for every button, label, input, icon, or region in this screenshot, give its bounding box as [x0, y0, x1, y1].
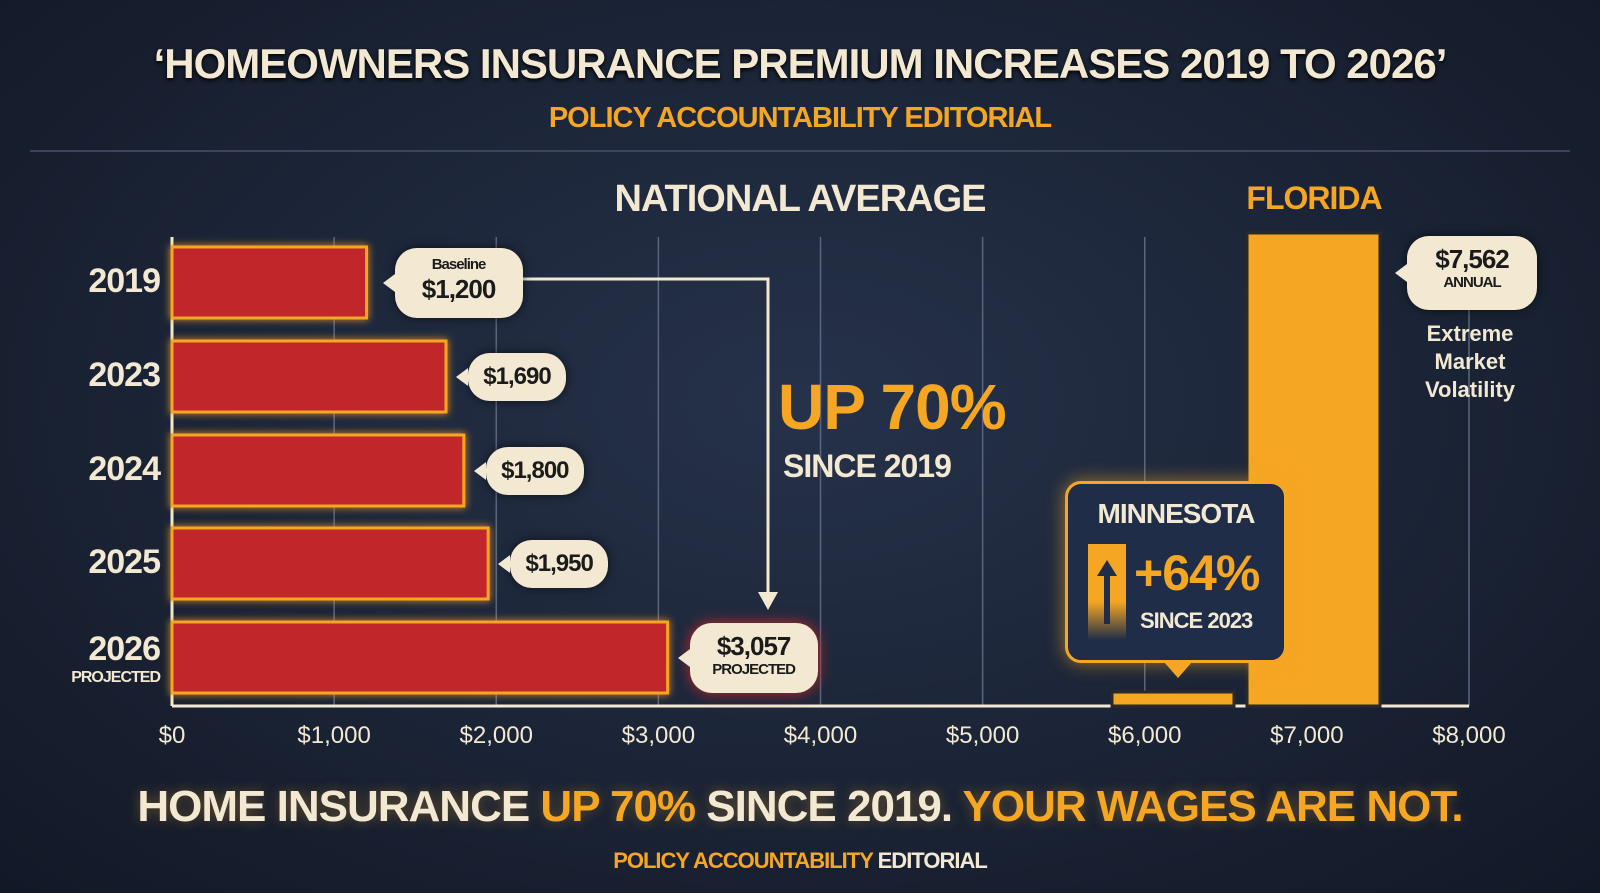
florida-label: FLORIDA: [1246, 180, 1382, 216]
x-tick-label: $8,000: [1432, 722, 1506, 749]
bar-2023: [170, 339, 448, 414]
x-tick-label: $0: [158, 722, 186, 749]
bar-2024: [170, 433, 466, 508]
y-tick-label: 2023: [88, 356, 161, 394]
bar-2026: [170, 620, 670, 695]
arrow-up-icon: [1088, 544, 1126, 640]
x-tick-label: $6,000: [1108, 722, 1182, 749]
x-tick-label: $2,000: [459, 722, 533, 749]
data-label-2019: Baseline $1,200: [382, 247, 523, 318]
bar-2019: [170, 245, 369, 320]
x-tick-label: $3,000: [621, 722, 696, 749]
y-tick-label: 2024: [88, 450, 161, 488]
minnesota-since: SINCE 2023: [1140, 608, 1253, 633]
data-label-2026: $3,057 PROJECTED: [677, 622, 818, 693]
chart-title: NATIONAL AVERAGE: [614, 178, 986, 220]
bar-minnesota: [1110, 690, 1236, 708]
page-subtitle: POLICY ACCOUNTABILITY EDITORIAL: [548, 102, 1052, 134]
arrow-head-icon: [758, 592, 778, 610]
x-tick-label: $1,000: [297, 722, 371, 749]
florida-note: Extreme Market Volatility: [1424, 321, 1516, 402]
increase-annotation: UP 70%: [778, 371, 1007, 443]
bar-2025: [170, 526, 490, 601]
x-tick-label: $4,000: [783, 722, 858, 749]
data-label-2024: $1,800: [473, 446, 584, 495]
y-tick-label: 2026 PROJECTED: [71, 630, 161, 686]
byline: POLICY ACCOUNTABILITY EDITORIAL: [613, 848, 988, 873]
minnesota-label: MINNESOTA: [1097, 498, 1256, 529]
x-tick-label: $5,000: [945, 722, 1020, 749]
x-tick-label: $7,000: [1270, 722, 1344, 749]
y-tick-label: 2019: [88, 262, 161, 300]
increase-annotation-sub: SINCE 2019: [783, 448, 952, 484]
minnesota-change: +64%: [1134, 545, 1260, 601]
connector-arrow: [515, 277, 770, 598]
minnesota-callout: MINNESOTA +64% SINCE 2023: [1065, 481, 1287, 678]
divider: [30, 150, 1570, 152]
data-label-2023: $1,690: [455, 352, 566, 401]
page-title: ‘HOMEOWNERS INSURANCE PREMIUM INCREASES …: [153, 40, 1448, 87]
headline: HOME INSURANCE UP 70% SINCE 2019. YOUR W…: [137, 782, 1463, 831]
y-tick-label: 2025: [88, 543, 161, 581]
florida-value-callout: $7,562 ANNUAL: [1395, 236, 1537, 310]
data-label-2025: $1,950: [498, 539, 609, 588]
